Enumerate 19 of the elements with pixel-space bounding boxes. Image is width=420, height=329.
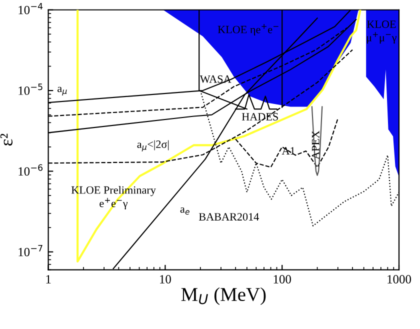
annotation: KLOE μ$^{+}$μ$^{−}$γ (366, 20, 396, 44)
annotation: a$_{e}$ (180, 207, 190, 215)
y-tick-label: 10$^{−6}$ (18, 164, 43, 176)
y-tick-label: 10$^{−7}$ (18, 244, 42, 256)
annotation: APEX (312, 130, 320, 160)
annotation: KLOE ηe$^{+}$e$^{−}$ (218, 24, 278, 36)
annotation: BABAR2014 (198, 213, 259, 221)
annotation: WASA (200, 75, 232, 83)
y-axis-title: ε² (0, 134, 13, 146)
x-tick-label: 100 (274, 275, 291, 284)
annotation: a$_{μ}$<|2σ| (137, 140, 169, 152)
x-tick-label: 1 (46, 275, 51, 284)
x-axis-title: M$_{U}$ (MeV) (181, 287, 266, 305)
annotation: HADES (242, 113, 278, 121)
x-tick-label: 1000 (388, 275, 412, 284)
annotation: a$_{μ}$ (58, 86, 67, 96)
y-tick-label: 10$^{−5}$ (18, 84, 42, 95)
x-tick-label: 10 (160, 275, 171, 284)
y-tick-label: 10$^{−4}$ (18, 2, 43, 14)
